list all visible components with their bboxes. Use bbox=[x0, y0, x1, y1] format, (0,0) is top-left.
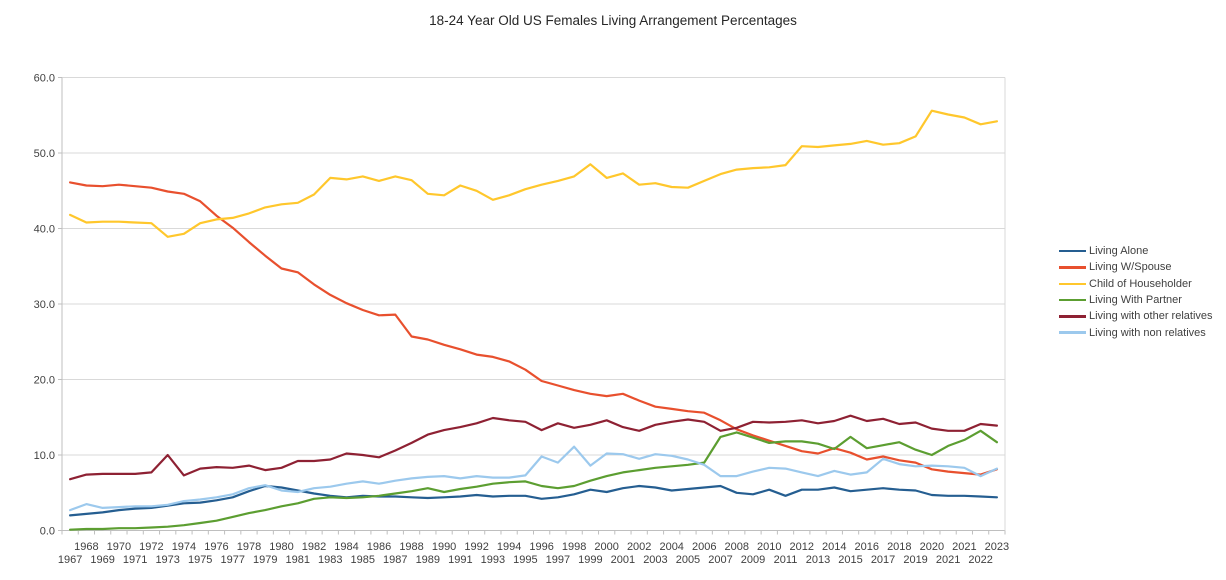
x-tick-label: 1975 bbox=[188, 554, 212, 566]
x-tick-label: 1971 bbox=[123, 554, 147, 566]
x-tick-label: 1991 bbox=[448, 554, 472, 566]
y-tick-label: 60.0 bbox=[34, 73, 55, 85]
x-tick-label: 1994 bbox=[497, 541, 521, 553]
x-tick-label: 1973 bbox=[155, 554, 179, 566]
x-tick-label: 2013 bbox=[806, 554, 830, 566]
y-tick-label: 30.0 bbox=[34, 299, 55, 311]
legend-line-swatch bbox=[1059, 331, 1086, 334]
x-tick-label: 1990 bbox=[432, 541, 456, 553]
x-tick-label: 2001 bbox=[611, 554, 635, 566]
x-tick-label: 1983 bbox=[318, 554, 342, 566]
legend-line-swatch bbox=[1059, 315, 1086, 318]
x-tick-label: 1979 bbox=[253, 554, 277, 566]
x-tick-label: 2015 bbox=[838, 554, 862, 566]
x-tick-label: 1999 bbox=[578, 554, 602, 566]
x-tick-label: 2000 bbox=[594, 541, 618, 553]
x-tick-label: 1998 bbox=[562, 541, 586, 553]
legend-item: Living with other relatives bbox=[1059, 308, 1213, 324]
x-tick-label: 1993 bbox=[481, 554, 505, 566]
x-tick-label: 1968 bbox=[74, 541, 98, 553]
x-tick-label: 1967 bbox=[58, 554, 82, 566]
chart-legend: Living Alone Living W/Spouse Child of Hous… bbox=[1059, 243, 1213, 341]
x-tick-label: 2002 bbox=[627, 541, 651, 553]
x-tick-label: 1976 bbox=[204, 541, 228, 553]
series-line-living-with-partner bbox=[68, 429, 999, 531]
legend-item: Child of Householder bbox=[1059, 276, 1213, 292]
legend-line-swatch bbox=[1059, 266, 1086, 269]
x-tick-label: 2006 bbox=[692, 541, 716, 553]
legend-label: Living With Partner bbox=[1089, 294, 1182, 307]
y-tick-label: 50.0 bbox=[34, 148, 55, 160]
x-tick-label: 1988 bbox=[399, 541, 423, 553]
x-tick-label: 1997 bbox=[546, 554, 570, 566]
series-line-living-alone bbox=[68, 484, 999, 517]
legend-line-swatch bbox=[1059, 282, 1086, 285]
x-tick-label: 1972 bbox=[139, 541, 163, 553]
x-tick-label: 1984 bbox=[334, 541, 358, 553]
legend-item: Living Alone bbox=[1059, 243, 1213, 259]
series-line-living-w-spouse bbox=[68, 181, 999, 476]
series-line-child-of-householder bbox=[68, 109, 999, 238]
legend-label: Living W/Spouse bbox=[1089, 261, 1172, 274]
x-tick-label: 1978 bbox=[237, 541, 261, 553]
x-tick-label: 2011 bbox=[774, 554, 798, 566]
x-tick-label: 2004 bbox=[659, 541, 683, 553]
series-line-living-with-non-relatives bbox=[68, 445, 999, 512]
legend-label: Living with other relatives bbox=[1089, 310, 1213, 323]
x-tick-label: 2022 bbox=[968, 554, 992, 566]
legend-label: Child of Householder bbox=[1089, 277, 1192, 290]
x-tick-label: 2016 bbox=[855, 541, 879, 553]
x-tick-label: 2021 bbox=[952, 541, 976, 553]
x-tick-label: 2020 bbox=[920, 541, 944, 553]
x-tick-label: 1969 bbox=[90, 554, 114, 566]
x-tick-label: 1970 bbox=[107, 541, 131, 553]
chart-title: 18-24 Year Old US Females Living Arrange… bbox=[429, 13, 797, 28]
x-tick-label: 2018 bbox=[887, 541, 911, 553]
x-tick-label: 1981 bbox=[286, 554, 310, 566]
x-tick-label: 1989 bbox=[416, 554, 440, 566]
x-tick-label: 1996 bbox=[529, 541, 553, 553]
y-tick-label: 0.0 bbox=[40, 526, 55, 538]
legend-label: Living with non relatives bbox=[1089, 326, 1206, 339]
y-tick-label: 10.0 bbox=[34, 450, 55, 462]
x-tick-label: 2007 bbox=[708, 554, 732, 566]
x-tick-label: 1992 bbox=[464, 541, 488, 553]
legend-item: Living with non relatives bbox=[1059, 324, 1213, 340]
x-tick-label: 2003 bbox=[643, 554, 667, 566]
legend-line-swatch bbox=[1059, 249, 1086, 253]
legend-label: Living Alone bbox=[1089, 245, 1149, 258]
x-tick-label: 1985 bbox=[351, 554, 375, 566]
series-line-living-with-other-relatives bbox=[68, 414, 999, 481]
x-tick-label: 1980 bbox=[269, 541, 293, 553]
x-tick-label: 1995 bbox=[513, 554, 537, 566]
x-tick-label: 2005 bbox=[676, 554, 700, 566]
x-tick-label: 2017 bbox=[871, 554, 895, 566]
x-tick-label: 2019 bbox=[903, 554, 927, 566]
x-tick-label: 2009 bbox=[741, 554, 765, 566]
x-tick-label: 1986 bbox=[367, 541, 391, 553]
x-tick-label: 2008 bbox=[724, 541, 748, 553]
y-tick-label: 20.0 bbox=[34, 375, 55, 387]
y-tick-label: 40.0 bbox=[34, 224, 55, 236]
legend-line-swatch bbox=[1059, 298, 1086, 302]
x-tick-label: 2014 bbox=[822, 541, 846, 553]
legend-item: Living With Partner bbox=[1059, 292, 1213, 308]
legend-item: Living W/Spouse bbox=[1059, 259, 1213, 275]
x-tick-label: 2012 bbox=[790, 541, 814, 553]
x-tick-label: 1987 bbox=[383, 554, 407, 566]
x-tick-label: 1977 bbox=[220, 554, 244, 566]
x-tick-label: 1982 bbox=[302, 541, 326, 553]
x-tick-label: 1974 bbox=[172, 541, 196, 553]
x-tick-label: 2023 bbox=[985, 541, 1009, 553]
x-tick-label: 2010 bbox=[757, 541, 781, 553]
x-tick-label: 2021 bbox=[936, 554, 960, 566]
